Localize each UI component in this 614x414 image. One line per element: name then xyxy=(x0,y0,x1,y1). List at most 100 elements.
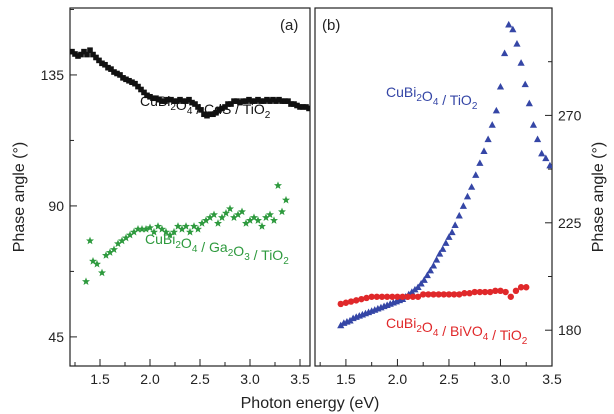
panel-a-series-1-point xyxy=(189,99,195,106)
panel-a-series-1-point xyxy=(117,72,123,78)
panel-a-series-2-point xyxy=(146,223,154,232)
panel-a-series-1-point xyxy=(177,96,183,103)
panel-b-series-2-point xyxy=(486,288,494,296)
panel-b-series-1-point xyxy=(436,250,444,257)
panel-a-series-1-point xyxy=(114,70,120,77)
panel-a-series-2-point xyxy=(82,277,90,285)
panel-b-series-2-point xyxy=(440,291,448,298)
panel-a-series-1-point xyxy=(225,101,231,107)
panel-a-series-1-point xyxy=(234,98,240,104)
y-axis-title-right: Phase angle (°) xyxy=(590,142,607,252)
panel-b-series-1-point xyxy=(488,121,496,128)
panel-b-series-1-point xyxy=(546,161,552,169)
panel-a-series-2-point xyxy=(110,245,118,253)
panel-b-series-1-point xyxy=(417,279,425,287)
panel-a-series-2-point xyxy=(278,207,286,216)
panel-a-series-1-point xyxy=(237,99,243,106)
panel-a-series-1-point xyxy=(252,98,258,104)
panel-a-series-1-point xyxy=(267,98,273,104)
panel-a-series-2-point xyxy=(162,227,170,236)
panel-a-series-1-point xyxy=(180,98,186,104)
panel-a-series-2-point xyxy=(198,219,206,227)
panel-a-series-2-point xyxy=(210,210,218,219)
panel-a-series-2-point xyxy=(106,248,114,256)
panel-a-series-2-point xyxy=(154,222,162,230)
panel-a-series-1-point xyxy=(192,101,198,107)
x-axis-title: Photon energy (eV) xyxy=(241,395,380,412)
panel-b-series-2-point xyxy=(373,293,381,300)
panel-a-series-2-point xyxy=(118,236,126,245)
panel-b-y-tick-label: 225 xyxy=(558,215,582,231)
panel-b-series-2-point xyxy=(368,293,375,300)
panel-b-series-2-point xyxy=(358,295,365,303)
panel-a-series-1-point xyxy=(291,101,297,107)
panel-b-series-1-point xyxy=(429,261,438,269)
panel-a-series-1-point xyxy=(306,105,310,112)
panel-a-series-1-point xyxy=(204,112,210,119)
panel-b-series-1-point xyxy=(445,233,453,240)
panel-a-series-2-point xyxy=(274,181,282,189)
panel-b-series-1-point xyxy=(432,255,441,263)
panel-a-series-2-point xyxy=(130,227,138,236)
panel-a-series-2-point xyxy=(190,222,198,230)
panel-a-series-2-point xyxy=(126,230,134,239)
panel-b: (b) 1.5 2.0 2.5 3.0 3.5 180 225 270 CuBi2O4 / TiO… xyxy=(314,7,582,387)
panel-a-series-1-point xyxy=(261,98,267,104)
panel-b-series-2-point xyxy=(399,293,406,300)
panel-b-series-1-point xyxy=(501,49,509,57)
panel-a-series-2-point xyxy=(242,219,250,227)
panel-b-series-1-point xyxy=(509,25,517,33)
panel-a-series-1-point xyxy=(294,102,300,109)
panel-b-series-2-point xyxy=(404,293,411,300)
panel-b-series-2-point xyxy=(347,298,355,305)
panel-b-series-1-point xyxy=(451,221,459,228)
panel-b-series-2-point xyxy=(419,291,427,298)
panel-b-series-2-point xyxy=(430,291,437,298)
panel-b-series-1-point xyxy=(442,239,450,246)
panel-b-series-2-point xyxy=(342,299,350,306)
panel-b-series-1-point xyxy=(525,99,533,107)
panel-a-series-1-point xyxy=(96,57,102,64)
panel-a-series-2-point xyxy=(150,227,158,236)
panel-b-series-2-point xyxy=(409,293,417,300)
panel-a-series-2-point xyxy=(266,210,274,219)
panel-b-series-1-point xyxy=(476,159,484,166)
panel-a-series-1-point xyxy=(132,80,138,87)
panel-a-series-2-point xyxy=(234,210,242,219)
panel-a-series-1-point xyxy=(183,98,189,104)
panel-a-series-1-point xyxy=(135,83,141,90)
panel-a-series-1-point xyxy=(288,101,294,107)
panel-a-x-tick-label: 3.5 xyxy=(290,371,310,387)
panel-a-series-1-point xyxy=(78,51,84,58)
panel-b-x-tick-label: 3.5 xyxy=(542,371,562,387)
panel-b-series-2-point xyxy=(445,291,453,298)
panel-a-series-2-point xyxy=(86,236,94,245)
panel-b-series-1-point xyxy=(496,82,505,90)
panel-a-series-2-point xyxy=(230,213,238,221)
panel-b-markers xyxy=(337,20,552,329)
panel-b-series-1-point xyxy=(533,135,542,143)
panel-b-series-2-point xyxy=(353,297,360,304)
panel-b-y-tick-label: 180 xyxy=(558,322,582,338)
panel-a-series-1-point xyxy=(282,98,288,104)
panel-a-series-1-point xyxy=(93,54,99,61)
panel-a-label: (a) xyxy=(280,17,298,34)
panel-b-series-1-point xyxy=(448,228,456,236)
panel-a-series-1-point xyxy=(111,69,117,75)
panel-a-y-tick-label: 45 xyxy=(48,329,64,345)
panel-a-series-1-point xyxy=(120,75,126,81)
panel-a-series-1-point xyxy=(195,104,201,110)
panel-a-series-2 xyxy=(82,181,290,285)
panel-a-series-1-point xyxy=(84,51,90,58)
panel-a-series-1-point xyxy=(264,96,270,103)
panel-b-label: (b) xyxy=(322,17,340,34)
panel-a-series-2-point xyxy=(170,227,178,236)
panel-b-series-1-point xyxy=(542,154,550,162)
panel-a-series-1-point xyxy=(231,98,237,104)
panel-a-series-1-point xyxy=(99,60,105,67)
panel-b-series-1-point xyxy=(480,147,488,154)
panel-b-series-1-point xyxy=(468,183,476,190)
panel-a-x-tick-label: 3.0 xyxy=(240,371,260,387)
panel-a-series-2-point xyxy=(93,259,101,268)
panel-a-series-1-point xyxy=(243,98,249,104)
